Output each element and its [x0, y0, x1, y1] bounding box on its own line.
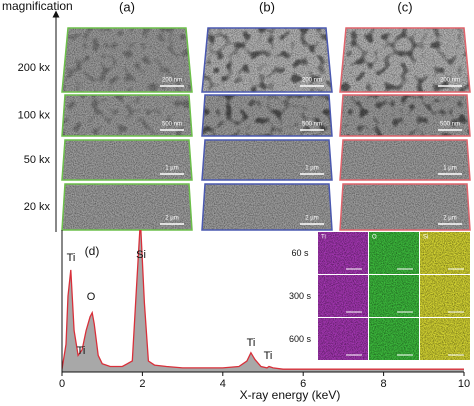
sem-frame: [61, 94, 193, 137]
sem-frame: [339, 139, 471, 181]
eds-map-texture: [318, 275, 368, 317]
magnification-tick-label: 100 kx: [18, 109, 51, 121]
sem-frame: [339, 94, 471, 137]
sem-image: [340, 140, 470, 180]
scale-bar-label: 200 nm: [440, 78, 460, 84]
spectrum: [62, 230, 464, 372]
sem-image: [340, 28, 470, 92]
eds-map-texture: [318, 318, 368, 360]
x-tick-label: 6: [300, 378, 306, 390]
eds-map-texture: [369, 232, 419, 274]
sem-frame: [339, 183, 471, 231]
sem-image: [62, 95, 192, 136]
sem-texture: [340, 184, 470, 230]
magnification-tick-label: 20 kx: [24, 201, 51, 213]
magnification-tick-label: 200 kx: [18, 62, 51, 74]
scale-bar-label: 500 nm: [302, 122, 322, 128]
scale-bar-label: 1 µm: [305, 166, 318, 172]
sem-frame: [61, 139, 193, 181]
sem-texture: [62, 184, 192, 230]
x-tick-label: 4: [220, 378, 226, 390]
scale-bar-label: 200 nm: [162, 78, 182, 84]
peak-label: Ti: [247, 337, 256, 349]
sem-frame: [201, 94, 333, 137]
time-label: 60 s: [291, 248, 309, 258]
sem-image: [62, 184, 192, 230]
scale-bar-label: 1 µm: [165, 166, 178, 172]
sem-blotches: [62, 95, 192, 136]
sem-frame: [201, 27, 333, 93]
x-tick-label: 2: [139, 378, 145, 390]
peak-label: Ti: [77, 345, 86, 357]
scale-bar-label: 200 nm: [302, 78, 322, 84]
sem-image: [340, 95, 470, 136]
sem-image: [202, 184, 332, 230]
element-label: Ti: [321, 235, 326, 241]
peak-label: Si: [136, 249, 146, 261]
sem-image: [340, 184, 470, 230]
scale-bar-label: 500 nm: [440, 122, 460, 128]
eds-map-texture: [369, 275, 419, 317]
column-label: (b): [259, 0, 275, 14]
x-axis-label: X-ray energy (keV): [240, 388, 341, 402]
spectrum-line: [62, 230, 464, 370]
sem-image: [62, 28, 192, 92]
scale-bar-label: 500 nm: [162, 122, 182, 128]
sem-image: [202, 28, 332, 92]
scale-bar-label: 2 µm: [443, 216, 456, 222]
magnification-tick-label: 50 kx: [24, 154, 51, 166]
eds-map-texture: [420, 232, 470, 274]
sem-blotches: [202, 95, 332, 136]
sem-frame: [201, 139, 333, 181]
sem-frame: [61, 27, 193, 93]
peak-label: Ti: [264, 350, 273, 362]
sem-image: [202, 95, 332, 136]
scale-bar-label: 2 µm: [305, 216, 318, 222]
spectrum-area: [62, 230, 464, 372]
peak-label: O: [87, 291, 96, 303]
eds-map-texture: [420, 318, 470, 360]
magnification-label: magnification: [2, 0, 73, 13]
sem-frame: [201, 183, 333, 231]
column-label: (a): [119, 0, 135, 14]
x-tick-label: 8: [381, 378, 387, 390]
scale-bar-label: 1 µm: [443, 166, 456, 172]
eds-map-texture: [318, 232, 368, 274]
x-tick-label: 10: [458, 378, 470, 390]
sem-texture: [202, 184, 332, 230]
x-tick-label: 0: [59, 378, 65, 390]
sem-frame: [339, 27, 471, 93]
eds-map-texture: [369, 318, 419, 360]
sem-blotches: [340, 28, 470, 92]
time-label: 600 s: [289, 334, 312, 344]
sem-blotches: [202, 28, 332, 92]
element-label: O: [372, 235, 377, 241]
column-label: (c): [397, 0, 412, 14]
element-label: Si: [423, 235, 428, 241]
time-label: 300 s: [289, 291, 312, 301]
peak-label: Ti: [67, 252, 76, 264]
panel-label: (d): [85, 244, 100, 258]
eds-map-texture: [420, 275, 470, 317]
scale-bar-label: 2 µm: [165, 216, 178, 222]
sem-blotches: [340, 95, 470, 136]
sem-blotches: [62, 28, 192, 92]
sem-frame: [61, 183, 193, 231]
